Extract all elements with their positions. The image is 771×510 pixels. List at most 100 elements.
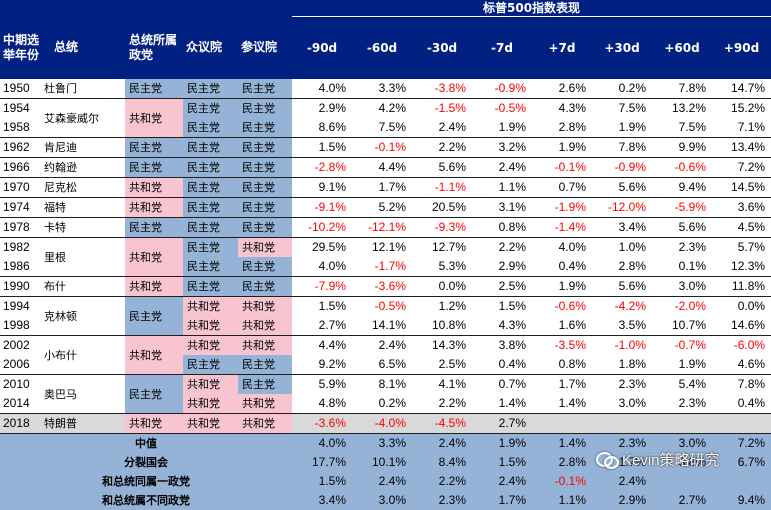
table-row: 1974 福特 共和党 民主党 民主党 -9.1% 5.2% 20.5% 3.1% -1.9% -1…	[0, 197, 771, 218]
senate-party-cell: 共和党	[238, 237, 292, 257]
value-cell: 4.2%	[352, 98, 412, 118]
value-cell: -7.9%	[292, 276, 352, 297]
summary-label: 分裂国会	[0, 453, 292, 472]
party-badge: 民主党	[125, 217, 183, 238]
president-cell: 杜鲁门	[40, 79, 125, 99]
value-cell: -12.0%	[592, 197, 652, 218]
value-cell: 1.7%	[532, 374, 592, 394]
value-cell: 5.7%	[712, 237, 771, 257]
value-cell: 9.1%	[292, 177, 352, 198]
value-cell: 1.2%	[412, 296, 472, 316]
summary-value-cell: 2.4%	[472, 472, 532, 491]
summary-value-cell: 10.1%	[352, 453, 412, 472]
value-cell: 7.1%	[712, 118, 771, 138]
current-row: 2018 特朗普 共和党 共和党 共和党 -3.6% -4.0% -4.5% 2.7%	[0, 413, 771, 434]
value-cell: 13.2%	[652, 98, 712, 118]
table-row: 2002 小布什 共和党 共和党 共和党 4.4% 2.4% 14.3% 3.8% -3.5% -1…	[0, 335, 771, 375]
value-cell: 0.8%	[532, 355, 592, 375]
table-row: 1962 肯尼迪 民主党 民主党 民主党 1.5% -0.1% 2.2% 3.2% 1.9% 7.8…	[0, 137, 771, 158]
value-cell: 5.6%	[592, 276, 652, 297]
value-cell: 14.6%	[712, 316, 771, 336]
president-cell: 艾森豪威尔	[40, 98, 125, 138]
value-cell: 2.4%	[352, 335, 412, 355]
value-cell: 1.1%	[472, 177, 532, 198]
president-cell: 福特	[40, 197, 125, 218]
value-cell	[532, 413, 592, 434]
president-cell: 尼克松	[40, 177, 125, 198]
house-party-cell: 共和党	[183, 316, 238, 336]
value-cell: 4.6%	[712, 355, 771, 375]
col-header-period: -90d	[292, 16, 352, 79]
value-cell: 3.5%	[592, 316, 652, 336]
president-cell: 布什	[40, 276, 125, 297]
senate-party-cell: 民主党	[238, 217, 292, 238]
value-cell: -9.3%	[412, 217, 472, 238]
value-cell: 4.0%	[532, 237, 592, 257]
summary-value-cell: 3.4%	[292, 491, 352, 510]
senate-party-cell: 民主党	[238, 276, 292, 297]
value-cell: 2.5%	[412, 355, 472, 375]
summary-value-cell: 6.7%	[712, 453, 771, 472]
value-cell: 5.6%	[592, 177, 652, 198]
value-cell: 2.8%	[532, 118, 592, 138]
summary-value-cell: 2.4%	[592, 472, 652, 491]
table-row: 1966 约翰逊 民主党 民主党 民主党 -2.8% 4.4% 5.6% 2.4% -0.1% -0…	[0, 157, 771, 178]
summary-value-cell: 3.3%	[352, 433, 412, 453]
value-cell: 7.8%	[592, 137, 652, 158]
summary-row: 和总统属不同政党 3.4% 3.0% 2.3% 1.7% 1.1% 2.9% 2.7% 9.4%	[0, 491, 771, 510]
value-cell: 2.7%	[472, 413, 532, 434]
value-cell: 2.6%	[532, 79, 592, 99]
senate-party-cell: 民主党	[238, 137, 292, 158]
house-party-cell: 民主党	[183, 257, 238, 277]
value-cell: -1.5%	[412, 98, 472, 118]
value-cell: -0.1%	[532, 157, 592, 178]
year-cell: 1986	[0, 257, 40, 277]
value-cell: -1.7%	[352, 257, 412, 277]
value-cell: 7.5%	[652, 118, 712, 138]
value-cell: -2.0%	[652, 296, 712, 316]
value-cell: 2.9%	[472, 257, 532, 277]
value-cell: 5.4%	[652, 374, 712, 394]
value-cell: -0.7%	[652, 335, 712, 355]
table-row: 2010 奥巴马 民主党 共和党 民主党 5.9% 8.1% 4.1% 0.7% 1.7% 2.3%…	[0, 374, 771, 414]
summary-value-cell: 2.4%	[412, 433, 472, 453]
value-cell: 7.5%	[592, 98, 652, 118]
value-cell: 2.8%	[592, 257, 652, 277]
col-header-period: +90d	[712, 16, 771, 79]
party-badge: 共和党	[125, 413, 183, 434]
summary-value-cell: 2.4%	[352, 472, 412, 491]
col-header-period: -30d	[412, 16, 472, 79]
value-cell: -9.1%	[292, 197, 352, 218]
year-cell: 1998	[0, 316, 40, 336]
value-cell: -10.2%	[292, 217, 352, 238]
value-cell: -1.4%	[532, 217, 592, 238]
value-cell: 11.8%	[712, 276, 771, 297]
value-cell: 3.0%	[652, 276, 712, 297]
summary-label: 和总统同属一政党	[0, 472, 292, 491]
value-cell	[712, 413, 771, 434]
value-cell: 8.6%	[292, 118, 352, 138]
summary-row: 分裂国会 17.7% 10.1% 8.4% 1.5% 2.8% 1.7% 3.8% 6.7%	[0, 453, 771, 472]
value-cell: -12.1%	[352, 217, 412, 238]
value-cell: 2.2%	[412, 394, 472, 414]
house-party-cell: 共和党	[183, 296, 238, 316]
value-cell: 14.5%	[712, 177, 771, 198]
value-cell: 14.1%	[352, 316, 412, 336]
table-row: 1950 杜鲁门 民主党 民主党 民主党 4.0% 3.3% -3.8% -0.9% 2.6% 0.…	[0, 79, 771, 99]
senate-party-cell: 共和党	[238, 316, 292, 336]
watermark-text: Kevin策略研究	[622, 451, 720, 469]
value-cell: 3.0%	[592, 394, 652, 414]
value-cell: 14.3%	[412, 335, 472, 355]
president-cell: 克林顿	[40, 296, 125, 336]
house-party-cell: 民主党	[183, 98, 238, 118]
value-cell: 1.6%	[532, 316, 592, 336]
summary-value-cell: 17.7%	[292, 453, 352, 472]
value-cell: -4.2%	[592, 296, 652, 316]
value-cell: 10.8%	[412, 316, 472, 336]
value-cell: -3.6%	[292, 413, 352, 434]
value-cell: 2.4%	[472, 157, 532, 178]
value-cell: 4.3%	[532, 98, 592, 118]
table-row: 2014 共和党 共和党 4.8% 0.2% 2.2% 1.4% 1.4% 3.0% 2.3% 0.…	[0, 394, 771, 414]
value-cell: 3.1%	[472, 197, 532, 218]
